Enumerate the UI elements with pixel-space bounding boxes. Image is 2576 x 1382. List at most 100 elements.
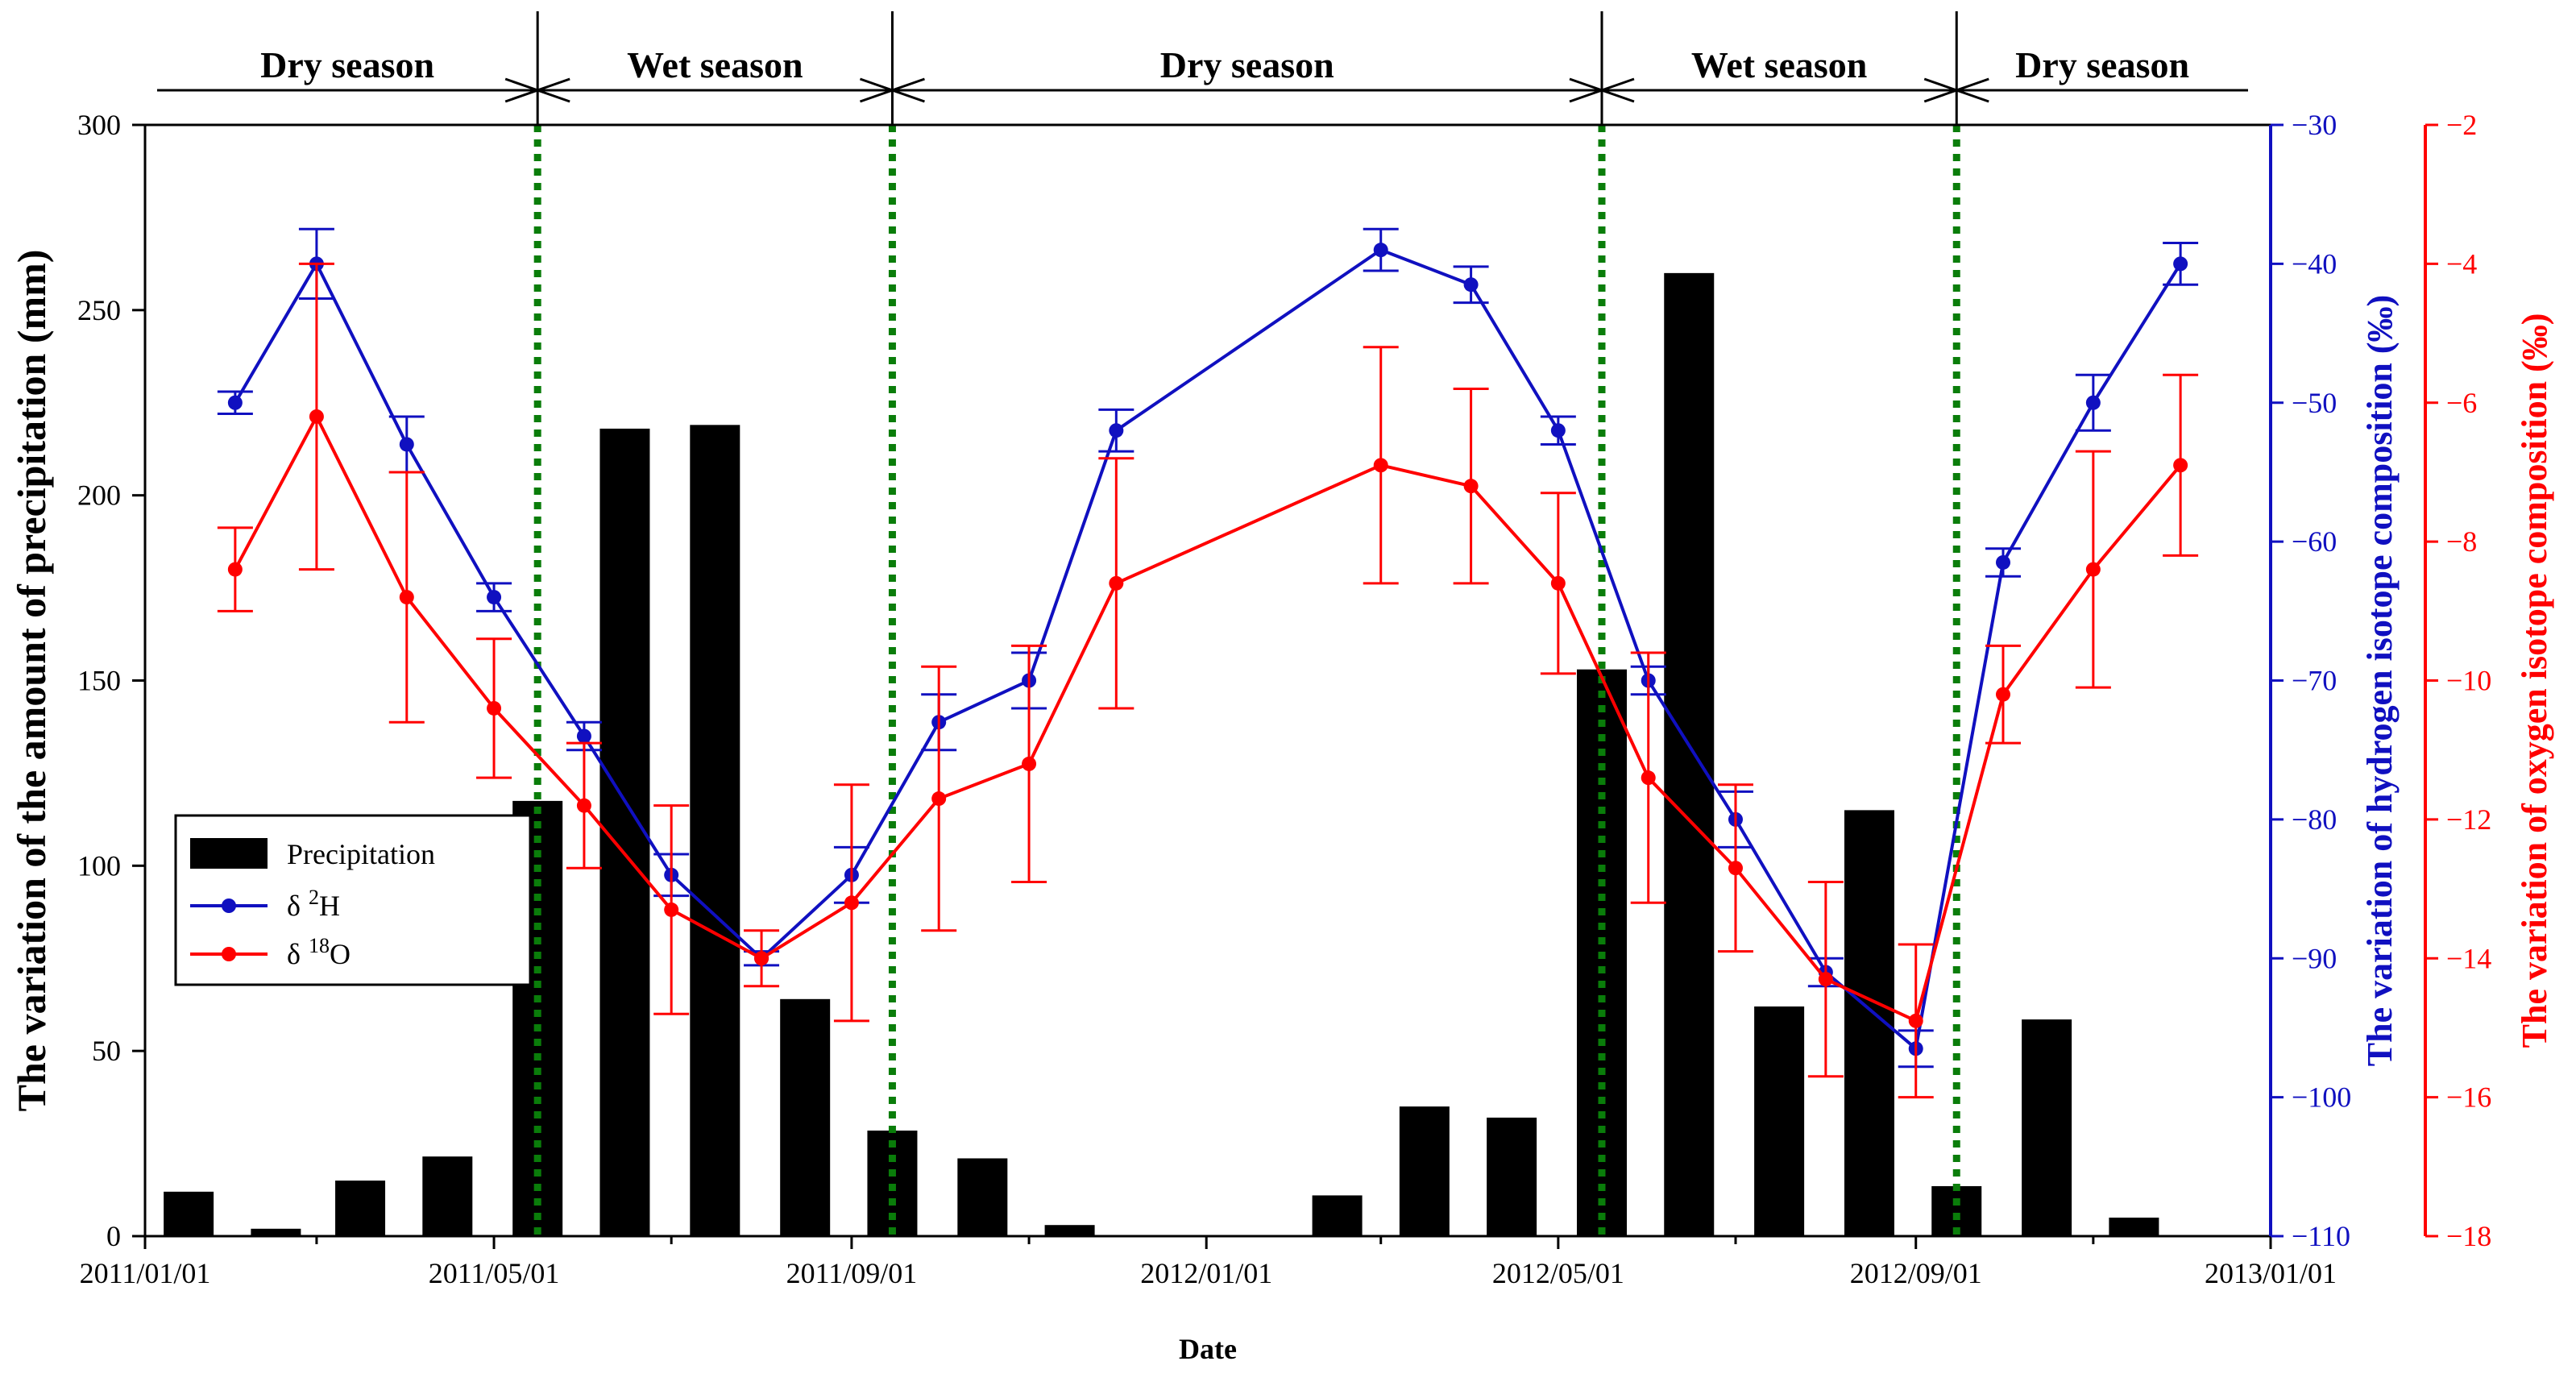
delta-2h-point	[2085, 395, 2101, 410]
x-tick-label: 2012/05/01	[1492, 1257, 1624, 1289]
legend-element: O	[330, 938, 351, 970]
y-left-title: The variation of the amount of precipita…	[9, 250, 54, 1112]
y-right-o-tick-label: −14	[2446, 942, 2491, 974]
precipitation-bar	[957, 1158, 1008, 1236]
delta-18o-point	[227, 562, 243, 577]
x-tick-label: 2012/01/01	[1140, 1257, 1272, 1289]
precipitation-bar	[422, 1156, 473, 1236]
y-left-tick-label: 250	[77, 294, 121, 326]
delta-18o-point	[1908, 1013, 1923, 1028]
legend-swatch-point	[222, 899, 236, 913]
precipitation-bar	[251, 1228, 301, 1236]
legend-label-precipitation: Precipitation	[287, 838, 435, 870]
precipitation-bar	[1487, 1117, 1537, 1236]
precipitation-bar	[2022, 1019, 2072, 1236]
season-label: Dry season	[260, 44, 434, 85]
legend-element: H	[319, 890, 340, 922]
delta-18o-point	[1728, 861, 1743, 876]
season-header: Dry season Wet season Dry season Wet season…	[157, 11, 2248, 125]
x-tick-label: 2011/09/01	[786, 1257, 918, 1289]
y-right-o-tick-label: −18	[2446, 1220, 2491, 1252]
legend-superscript: 2	[309, 886, 319, 909]
delta-2h-point	[1109, 423, 1124, 438]
y-right-o-tick-label: −6	[2446, 387, 2477, 419]
x-axis-title: Date	[1179, 1333, 1237, 1365]
y-right-o-tick-label: −10	[2446, 665, 2491, 697]
delta-18o-point	[2085, 562, 2101, 577]
delta-18o-point	[844, 895, 859, 911]
delta-2h-point	[1373, 243, 1388, 258]
legend-swatch-precipitation	[190, 838, 268, 869]
delta-18o-series	[217, 262, 2199, 1099]
delta-18o-point	[1373, 458, 1388, 473]
y-right-h-tick-label: −50	[2292, 387, 2337, 419]
season-label: Wet season	[1691, 44, 1868, 85]
y-right-h-title: The variation of hydrogen isotope compos…	[2360, 295, 2400, 1066]
x-tick-label: 2013/01/01	[2205, 1257, 2337, 1289]
legend-label-isotope: δ 18O	[287, 934, 351, 970]
axes: 2011/01/01 2011/05/01 2011/09/01 2012/01/01…	[9, 109, 2554, 1365]
precipitation-bar	[164, 1191, 214, 1236]
precipitation-bar	[1312, 1195, 1363, 1236]
delta-18o-point	[931, 791, 947, 807]
delta-18o-point	[1818, 972, 1833, 987]
season-label: Dry season	[1160, 44, 1334, 85]
y-right-o-tick-label: −8	[2446, 525, 2477, 558]
legend-swatch-point	[222, 947, 236, 961]
delta-18o-point	[1109, 575, 1124, 591]
delta-18o-point	[1022, 756, 1037, 771]
precipitation-bar	[1399, 1106, 1450, 1236]
y-left-tick-label: 0	[106, 1220, 121, 1252]
y-left-tick-label: 50	[92, 1035, 121, 1067]
y-left-tick-label: 150	[77, 665, 121, 697]
precipitation-bar	[1754, 1006, 1805, 1236]
delta-18o-point	[2173, 458, 2188, 473]
precipitation-bar	[2109, 1218, 2159, 1236]
precipitation-bar	[1664, 272, 1715, 1236]
y-left-tick-label: 200	[77, 479, 121, 512]
delta-2h-point	[1550, 423, 1566, 438]
delta-18o-point	[576, 798, 591, 813]
x-tick-label: 2011/05/01	[429, 1257, 560, 1289]
delta-18o-point	[664, 902, 679, 917]
delta-2h-point	[399, 437, 414, 452]
y-right-h-tick-label: −100	[2292, 1081, 2351, 1114]
season-label: Dry season	[2015, 44, 2189, 85]
delta-18o-point	[1550, 575, 1566, 591]
delta-2h-point	[2173, 256, 2188, 272]
y-right-o-tick-label: −12	[2446, 803, 2491, 836]
x-tick-label: 2011/01/01	[80, 1257, 211, 1289]
legend-label-isotope: δ 2H	[287, 886, 340, 922]
y-left-tick-label: 300	[77, 109, 121, 141]
delta-2h-point	[487, 590, 502, 605]
y-right-o-tick-label: −16	[2446, 1081, 2491, 1114]
precipitation-bar	[690, 425, 740, 1236]
precipitation-bar	[1044, 1225, 1095, 1236]
y-right-h-tick-label: −70	[2292, 665, 2337, 697]
legend-superscript: 18	[309, 934, 330, 957]
delta-18o-point	[754, 951, 769, 966]
y-right-o-tick-label: −2	[2446, 109, 2477, 141]
y-right-o-title: The variation of oxygen isotope composit…	[2515, 313, 2554, 1048]
delta-2h-point	[1995, 554, 2010, 570]
delta-18o-point	[399, 590, 414, 605]
y-right-h-tick-label: −90	[2292, 942, 2337, 974]
precipitation-bar	[780, 998, 831, 1236]
y-left-tick-label: 100	[77, 849, 121, 882]
y-right-o-tick-label: −4	[2446, 247, 2477, 280]
y-right-h-tick-label: −60	[2292, 525, 2337, 558]
legend-delta: δ	[287, 938, 301, 970]
precipitation-bars	[164, 272, 2159, 1236]
delta-2h-point	[1463, 277, 1479, 293]
legend-delta: δ	[287, 890, 301, 922]
precipitation-bar	[335, 1181, 386, 1236]
delta-2h-point	[576, 728, 591, 744]
delta-18o-point	[309, 409, 324, 424]
y-right-h-tick-label: −30	[2292, 109, 2337, 141]
season-boundaries	[533, 125, 1960, 1236]
delta-18o-point	[1995, 687, 2010, 702]
season-label: Wet season	[627, 44, 803, 85]
delta-18o-point	[1641, 770, 1656, 786]
